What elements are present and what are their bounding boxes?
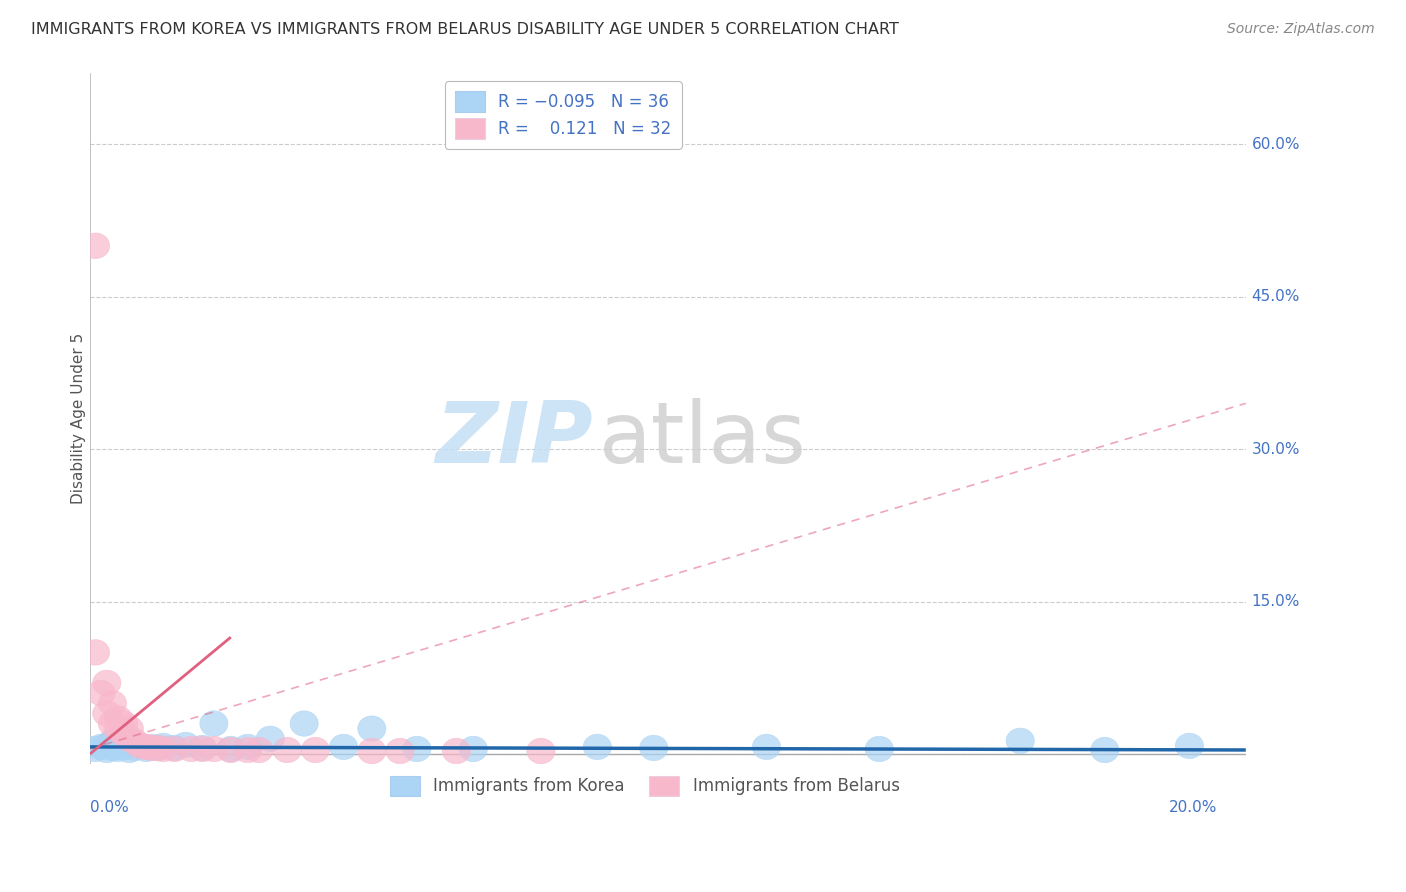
Ellipse shape (1091, 738, 1119, 763)
Ellipse shape (233, 738, 262, 763)
Ellipse shape (188, 735, 217, 761)
Ellipse shape (87, 734, 115, 760)
Text: 30.0%: 30.0% (1251, 442, 1301, 457)
Text: ZIP: ZIP (434, 398, 593, 481)
Ellipse shape (82, 233, 110, 259)
Ellipse shape (172, 732, 200, 757)
Ellipse shape (527, 739, 555, 764)
Ellipse shape (752, 734, 780, 760)
Ellipse shape (93, 733, 121, 758)
Text: IMMIGRANTS FROM KOREA VS IMMIGRANTS FROM BELARUS DISABILITY AGE UNDER 5 CORRELAT: IMMIGRANTS FROM KOREA VS IMMIGRANTS FROM… (31, 22, 898, 37)
Ellipse shape (98, 729, 127, 755)
Ellipse shape (104, 716, 132, 741)
Ellipse shape (290, 711, 318, 736)
Ellipse shape (583, 734, 612, 760)
Text: 15.0%: 15.0% (1251, 594, 1299, 609)
Ellipse shape (329, 734, 357, 760)
Ellipse shape (110, 721, 138, 747)
Ellipse shape (256, 726, 284, 751)
Text: 45.0%: 45.0% (1251, 289, 1299, 304)
Ellipse shape (138, 735, 166, 761)
Text: 20.0%: 20.0% (1170, 800, 1218, 814)
Ellipse shape (138, 734, 166, 760)
Ellipse shape (104, 731, 132, 756)
Ellipse shape (149, 736, 177, 762)
Ellipse shape (127, 733, 155, 758)
Ellipse shape (273, 738, 301, 763)
Ellipse shape (93, 738, 121, 763)
Ellipse shape (143, 735, 172, 761)
Ellipse shape (200, 736, 228, 762)
Ellipse shape (110, 734, 138, 760)
Ellipse shape (460, 736, 488, 762)
Ellipse shape (121, 729, 149, 755)
Ellipse shape (115, 726, 143, 751)
Ellipse shape (385, 739, 415, 764)
Ellipse shape (121, 735, 149, 761)
Ellipse shape (115, 738, 143, 763)
Ellipse shape (82, 736, 110, 762)
Ellipse shape (443, 739, 471, 764)
Ellipse shape (143, 735, 172, 761)
Ellipse shape (245, 738, 273, 763)
Ellipse shape (82, 640, 110, 665)
Ellipse shape (402, 736, 432, 762)
Ellipse shape (200, 711, 228, 736)
Ellipse shape (301, 738, 329, 763)
Ellipse shape (357, 716, 385, 741)
Text: 60.0%: 60.0% (1251, 136, 1301, 152)
Ellipse shape (127, 733, 155, 758)
Ellipse shape (87, 681, 115, 706)
Text: Source: ZipAtlas.com: Source: ZipAtlas.com (1227, 22, 1375, 37)
Ellipse shape (98, 735, 127, 761)
Ellipse shape (93, 670, 121, 696)
Ellipse shape (217, 738, 245, 763)
Ellipse shape (357, 739, 385, 764)
Text: atlas: atlas (599, 398, 807, 481)
Text: 0.0%: 0.0% (90, 800, 128, 814)
Ellipse shape (98, 711, 127, 736)
Ellipse shape (217, 736, 245, 762)
Ellipse shape (115, 732, 143, 757)
Ellipse shape (115, 716, 143, 741)
Ellipse shape (149, 733, 177, 758)
Ellipse shape (160, 735, 188, 761)
Legend: Immigrants from Korea, Immigrants from Belarus: Immigrants from Korea, Immigrants from B… (381, 767, 908, 805)
Ellipse shape (1175, 733, 1204, 758)
Ellipse shape (1007, 728, 1035, 754)
Ellipse shape (132, 736, 160, 762)
Ellipse shape (188, 736, 217, 762)
Ellipse shape (132, 734, 160, 760)
Ellipse shape (865, 736, 893, 762)
Ellipse shape (98, 690, 127, 716)
Ellipse shape (160, 736, 188, 762)
Ellipse shape (110, 711, 138, 736)
Ellipse shape (233, 734, 262, 760)
Ellipse shape (177, 736, 205, 762)
Ellipse shape (93, 701, 121, 726)
Ellipse shape (104, 736, 132, 762)
Y-axis label: Disability Age Under 5: Disability Age Under 5 (72, 333, 86, 504)
Ellipse shape (104, 706, 132, 731)
Ellipse shape (640, 735, 668, 761)
